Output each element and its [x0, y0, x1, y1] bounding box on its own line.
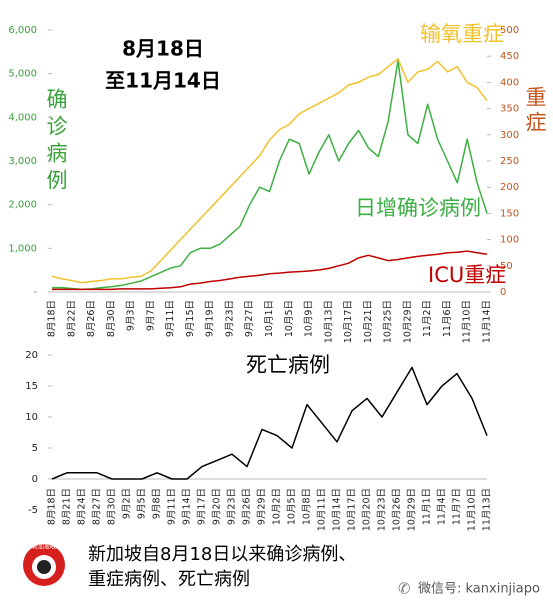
y-tick-label: -5 [28, 505, 38, 516]
x-tick-label: 10月17日 [347, 488, 358, 531]
x-tick-label: 11月1日 [422, 488, 433, 525]
y-tick-label: 6,000 [8, 25, 37, 36]
x-tick-label: 9月11日 [165, 300, 176, 337]
chart-title: 至11月14日 [105, 69, 221, 93]
y-tick-label: 150 [500, 208, 519, 219]
x-tick-label: 11月2日 [422, 300, 433, 337]
x-tick-label: 10月14日 [332, 488, 343, 531]
chart-title: 8月18日 [122, 37, 204, 61]
x-tick-label: 9月14日 [182, 488, 193, 525]
wechat-icon: ✆ [398, 580, 411, 598]
x-tick-label: 11月7日 [452, 488, 463, 525]
x-tick-label: 10月2日 [272, 488, 283, 525]
x-tick-label: 8月26日 [86, 300, 97, 337]
x-tick-label: 10月29日 [407, 488, 418, 531]
x-tick-label: 10月21日 [363, 300, 374, 343]
y-tick-label: 350 [500, 104, 519, 115]
x-tick-label: 9月8日 [152, 488, 163, 519]
series-label: ICU重症 [428, 263, 506, 287]
x-tick-label: 10月13日 [323, 300, 334, 343]
x-tick-label: 10月17日 [343, 300, 354, 343]
x-tick-label: 9月19日 [205, 300, 216, 337]
logo: 新加坡眼 [23, 543, 65, 586]
y-tick-label: 100 [500, 235, 519, 246]
x-tick-label: 9月5日 [137, 488, 148, 519]
x-tick-label: 8月24日 [77, 488, 88, 525]
x-tick-label: 9月3日 [126, 300, 137, 331]
x-tick-label: 9月15日 [185, 300, 196, 337]
series-line [51, 366, 488, 480]
series-line [51, 58, 488, 284]
x-tick-label: 9月29日 [257, 488, 268, 525]
x-tick-label: 8月18日 [47, 300, 58, 337]
x-tick-label: 10月5日 [284, 300, 295, 337]
series-label: 输氧重症 [420, 22, 504, 46]
y-tick-label: 10 [25, 412, 38, 423]
y-tick-label: 450 [500, 51, 519, 62]
x-tick-label: 9月17日 [197, 488, 208, 525]
y-axis-title: 确诊病例 [44, 88, 68, 196]
x-tick-label: 9月23日 [224, 300, 235, 337]
x-tick-label: 10月29日 [402, 300, 413, 343]
x-tick-label: 9月23日 [227, 488, 238, 525]
caption: 新加坡自8月18日以来确诊病例、 [88, 544, 356, 565]
y-tick-label: 2,000 [8, 200, 37, 211]
x-tick-label: 11月13日 [482, 488, 493, 531]
series-line [52, 59, 488, 291]
y-tick-label: 500 [500, 25, 519, 36]
y-tick-label: 200 [500, 182, 519, 193]
x-tick-label: 9月11日 [167, 488, 178, 525]
x-tick-label: 9月2日 [122, 488, 133, 519]
x-tick-label: 10月5日 [287, 488, 298, 525]
x-tick-label: 10月11日 [317, 488, 328, 531]
series-line [52, 250, 488, 291]
y-tick-label: 15 [25, 381, 38, 392]
x-tick-label: 10月26日 [392, 488, 403, 531]
x-tick-label: 8月18日 [47, 488, 58, 525]
x-tick-label: 10月1日 [264, 300, 275, 337]
x-tick-label: 9月27日 [244, 300, 255, 337]
x-tick-label: 9月7日 [145, 300, 156, 331]
x-tick-label: 11月14日 [482, 300, 493, 343]
y-tick-label: 50 [500, 261, 513, 272]
y-tick-label: 250 [500, 156, 519, 167]
x-tick-label: 8月21日 [62, 488, 73, 525]
y-tick-label: 5,000 [8, 69, 37, 80]
x-tick-label: 10月9日 [304, 300, 315, 337]
x-tick-label: 11月6日 [442, 300, 453, 337]
y-tick-label: 20 [25, 350, 38, 361]
x-tick-label: 8月22日 [66, 300, 77, 337]
y-tick-label: 0 [500, 287, 506, 298]
series-label: 死亡病例 [246, 353, 330, 377]
x-tick-label: 10月8日 [302, 488, 313, 525]
x-tick-label: 8月30日 [107, 488, 118, 525]
x-tick-label: 9月20日 [212, 488, 223, 525]
x-tick-label: 11月4日 [437, 488, 448, 525]
y-tick-label: 400 [500, 77, 519, 88]
x-tick-label: 8月30日 [106, 300, 117, 337]
y-tick-label: - [33, 287, 37, 298]
y-tick-label: 0 [32, 474, 38, 485]
x-tick-label: 11月10日 [462, 300, 473, 343]
y2-axis-title: 重症 [523, 86, 547, 136]
y-tick-label: 5 [32, 443, 38, 454]
watermark: 微信号: kanxinjiapo [418, 582, 540, 597]
y-tick-label: 300 [500, 130, 519, 141]
y-tick-label: 4,000 [8, 112, 37, 123]
y-tick-label: 1,000 [8, 243, 37, 254]
x-tick-label: 9月26日 [242, 488, 253, 525]
caption: 重症病例、死亡病例 [88, 569, 250, 590]
series-label: 日增确诊病例 [355, 196, 481, 220]
x-tick-label: 10月25日 [383, 300, 394, 343]
x-tick-label: 10月20日 [362, 488, 373, 531]
y-tick-label: 3,000 [8, 156, 37, 167]
x-tick-label: 8月27日 [92, 488, 103, 525]
x-tick-label: 10月23日 [377, 488, 388, 531]
logo-text: 新加坡眼 [32, 543, 56, 551]
x-tick-label: 11月10日 [467, 488, 478, 531]
